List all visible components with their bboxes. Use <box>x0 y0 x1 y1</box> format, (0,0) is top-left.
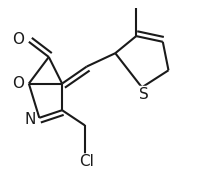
Text: O: O <box>12 32 24 47</box>
Text: S: S <box>139 87 149 101</box>
Text: Cl: Cl <box>79 154 94 169</box>
Text: O: O <box>12 76 24 91</box>
Text: N: N <box>24 112 35 127</box>
